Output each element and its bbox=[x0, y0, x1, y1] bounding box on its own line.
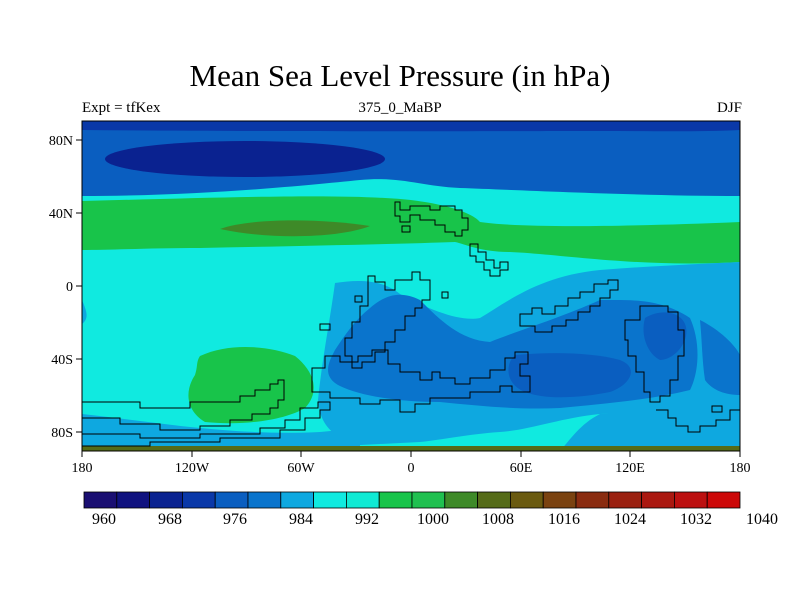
coast-south-block bbox=[311, 349, 531, 413]
label-bar-value: 1008 bbox=[482, 511, 514, 528]
band-1008-north bbox=[82, 196, 740, 264]
label-bar-box bbox=[477, 491, 511, 509]
label-bar-box bbox=[181, 491, 216, 509]
band-992-west-edge bbox=[82, 300, 87, 324]
band-984-north bbox=[82, 121, 740, 196]
y-tick-label: 80S bbox=[51, 426, 73, 441]
x-tick-label: 180 bbox=[72, 461, 93, 476]
label-bar-box bbox=[214, 491, 249, 509]
label-bar-box bbox=[378, 491, 413, 509]
experiment-label: Expt = tfKex bbox=[82, 100, 161, 116]
coast-islands bbox=[401, 225, 509, 277]
label-bar-value: 1016 bbox=[548, 511, 580, 528]
band-1008-south bbox=[188, 346, 314, 424]
label-bar-box bbox=[247, 491, 282, 509]
season-label: DJF bbox=[716, 100, 742, 116]
band-968-north bbox=[105, 141, 385, 177]
y-tick-label: 40N bbox=[49, 207, 73, 222]
y-tick-label: 0 bbox=[66, 280, 73, 295]
label-bar-value: 1040 bbox=[746, 511, 778, 528]
label-bar-value: 1000 bbox=[417, 511, 449, 528]
x-tick-label: 180 bbox=[730, 461, 751, 476]
label-bar-value: 968 bbox=[158, 511, 182, 528]
y-tick-label: 40S bbox=[51, 353, 73, 368]
label-bar-box bbox=[83, 491, 118, 509]
map-title: Mean Sea Level Pressure (in hPa) bbox=[189, 58, 611, 93]
label-bar-value: 1024 bbox=[614, 511, 646, 528]
period-label: 375_0_MaBP bbox=[358, 100, 442, 116]
label-bar-box bbox=[706, 491, 741, 509]
continent-outlines bbox=[82, 201, 740, 447]
coast-west-gondwana bbox=[344, 271, 431, 369]
label-bar-value: 1032 bbox=[680, 511, 712, 528]
color-label-bar bbox=[83, 491, 741, 509]
coast-east-gondwana bbox=[519, 279, 619, 333]
label-bar-box bbox=[280, 491, 314, 509]
x-tick-label: 120E bbox=[615, 461, 645, 476]
label-bar-box bbox=[608, 491, 642, 509]
band-992-southeast bbox=[560, 406, 740, 451]
label-bar-value: 976 bbox=[223, 511, 247, 528]
band-1016-north bbox=[220, 220, 370, 237]
label-bar-box bbox=[509, 491, 544, 509]
coast-north-continent bbox=[394, 201, 469, 237]
band-976-south bbox=[508, 353, 631, 398]
label-bar-value: 992 bbox=[355, 511, 379, 528]
label-bar-box bbox=[641, 491, 675, 509]
band-1016-pole bbox=[82, 446, 740, 451]
label-bar-box bbox=[149, 491, 183, 509]
x-tick-label: 120W bbox=[175, 461, 210, 476]
label-bar-value: 960 bbox=[92, 511, 116, 528]
label-bar-box bbox=[542, 491, 577, 509]
band-976-east bbox=[643, 312, 687, 360]
y-tick-label: 80N bbox=[49, 134, 73, 149]
coast-south-gondwana bbox=[624, 305, 685, 403]
coast-southwest-shelf bbox=[82, 379, 285, 431]
band-984-east bbox=[700, 320, 740, 395]
label-bar-value: 984 bbox=[289, 511, 313, 528]
x-tick-label: 60E bbox=[510, 461, 533, 476]
label-bar-box bbox=[411, 491, 446, 509]
band-976-north bbox=[82, 121, 740, 132]
label-bar-values: 960 968 976 984 992 1000 1008 1016 1024 … bbox=[92, 511, 778, 528]
label-bar-box bbox=[313, 491, 347, 509]
x-axis-ticks bbox=[81, 451, 741, 457]
label-bar-box bbox=[674, 491, 708, 509]
pressure-field bbox=[82, 121, 740, 451]
coast-southeast-islands bbox=[656, 405, 740, 433]
x-tick-label: 0 bbox=[408, 461, 415, 476]
x-tick-label: 60W bbox=[287, 461, 315, 476]
label-bar-box bbox=[444, 491, 478, 509]
y-axis-ticks bbox=[76, 139, 82, 433]
coast-small-islands bbox=[319, 291, 449, 331]
coast-south-ridges bbox=[82, 401, 331, 447]
label-bar-box bbox=[116, 491, 151, 509]
label-bar-box bbox=[345, 491, 380, 509]
label-bar-box bbox=[575, 491, 610, 509]
